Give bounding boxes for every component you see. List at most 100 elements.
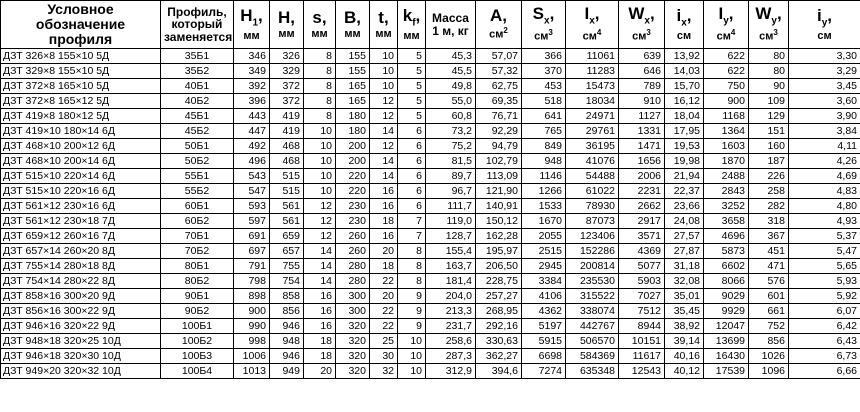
cell-wy: 1096 xyxy=(748,363,789,379)
cell-wx: 1656 xyxy=(618,153,665,169)
cell-t: 16 xyxy=(369,183,398,199)
cell-designation: ДЗТ 329×8 155×10 5Д xyxy=(0,63,161,79)
header-row: Условное обозначение профиля Профиль, ко… xyxy=(0,0,860,49)
header-iy-moment-unit-sup: 4 xyxy=(730,28,736,38)
cell-sx: 518 xyxy=(521,93,566,109)
header-ix-moment-unit: см4 xyxy=(569,29,615,43)
cell-h: 858 xyxy=(269,288,304,304)
cell-wy: 451 xyxy=(748,243,789,259)
cell-a: 268,95 xyxy=(475,303,522,319)
cell-h1: 791 xyxy=(233,258,270,274)
cell-b: 320 xyxy=(335,333,370,349)
cell-h: 561 xyxy=(269,198,304,214)
cell-iy-moment: 12047 xyxy=(703,318,749,334)
cell-t: 14 xyxy=(369,153,398,169)
cell-mass: 75,2 xyxy=(425,138,476,154)
header-ix-moment: Ix, см4 xyxy=(565,0,619,49)
cell-designation: ДЗТ 419×8 180×12 5Д xyxy=(0,108,161,124)
header-a-unit-base: см xyxy=(489,28,504,41)
cell-b: 180 xyxy=(335,123,370,139)
header-h1-sub: 1 xyxy=(252,17,259,29)
cell-iy-radius: 5,93 xyxy=(788,273,860,289)
cell-sx: 4362 xyxy=(521,303,566,319)
cell-wy: 187 xyxy=(748,153,789,169)
cell-mass: 73,2 xyxy=(425,123,476,139)
cell-sx: 1146 xyxy=(521,168,566,184)
table-row: ДЗТ 858×16 300×20 9Д 90Б1 898 858 16 300 20 9 20… xyxy=(0,288,860,304)
cell-ix-radius: 18,04 xyxy=(664,108,704,124)
cell-mass: 258,6 xyxy=(425,333,476,349)
cell-a: 140,91 xyxy=(475,198,522,214)
cell-s: 16 xyxy=(303,288,336,304)
table-row: ДЗТ 561×12 230×18 7Д 60Б2 597 561 12 230 18 7 11… xyxy=(0,213,860,229)
cell-sx: 765 xyxy=(521,123,566,139)
header-wy-sub: y xyxy=(771,15,777,27)
cell-kf: 5 xyxy=(397,63,426,79)
cell-wx: 3571 xyxy=(618,228,665,244)
cell-t: 20 xyxy=(369,243,398,259)
header-sx-unit-sup: 3 xyxy=(548,28,553,38)
cell-s: 14 xyxy=(303,243,336,259)
cell-b: 320 xyxy=(335,348,370,364)
table-row: ДЗТ 755×14 280×18 8Д 80Б1 791 755 14 280 18 8 16… xyxy=(0,258,860,274)
cell-h1: 396 xyxy=(233,93,270,109)
cell-b: 320 xyxy=(335,363,370,379)
cell-b: 260 xyxy=(335,243,370,259)
cell-h1: 990 xyxy=(233,318,270,334)
cell-iy-radius: 3,60 xyxy=(788,93,860,109)
cell-h1: 443 xyxy=(233,108,270,124)
cell-ix-radius: 40,16 xyxy=(664,348,704,364)
cell-iy-moment: 1603 xyxy=(703,138,749,154)
header-replaces: Профиль, который заменяется xyxy=(160,0,234,49)
cell-iy-moment: 900 xyxy=(703,93,749,109)
cell-ix-radius: 15,70 xyxy=(664,78,704,94)
cell-b: 220 xyxy=(335,183,370,199)
table-row: ДЗТ 515×10 220×14 6Д 55Б1 543 515 10 220 14 6 89… xyxy=(0,168,860,184)
cell-t: 18 xyxy=(369,258,398,274)
header-sx-unit: см3 xyxy=(525,29,562,43)
header-replaces-text: Профиль, который заменяется xyxy=(164,4,233,44)
cell-a: 206,50 xyxy=(475,258,522,274)
cell-wy: 576 xyxy=(748,273,789,289)
cell-wx: 10151 xyxy=(618,333,665,349)
cell-kf: 8 xyxy=(397,258,426,274)
header-sx-sym: S xyxy=(532,4,545,24)
cell-ix-radius: 31,18 xyxy=(664,258,704,274)
header-ix-radius-unit: см xyxy=(676,29,692,42)
cell-h: 329 xyxy=(269,63,304,79)
cell-replaces: 50Б1 xyxy=(160,138,234,154)
cell-h: 561 xyxy=(269,213,304,229)
cell-designation: ДЗТ 659×12 260×16 7Д xyxy=(0,228,161,244)
cell-h1: 593 xyxy=(233,198,270,214)
cell-replaces: 100Б2 xyxy=(160,333,234,349)
cell-mass: 81,5 xyxy=(425,153,476,169)
cell-h1: 898 xyxy=(233,288,270,304)
cell-iy-radius: 4,11 xyxy=(788,138,860,154)
cell-ix-radius: 40,12 xyxy=(664,363,704,379)
cell-ix-moment: 338074 xyxy=(565,303,619,319)
header-kf-sub: f xyxy=(412,17,416,29)
cell-kf: 9 xyxy=(397,303,426,319)
cell-ix-radius: 24,08 xyxy=(664,213,704,229)
cell-a: 92,29 xyxy=(475,123,522,139)
cell-ix-radius: 13,92 xyxy=(664,48,704,64)
cell-replaces: 45Б1 xyxy=(160,108,234,124)
cell-iy-moment: 3252 xyxy=(703,198,749,214)
cell-iy-radius: 5,65 xyxy=(788,258,860,274)
cell-wx: 639 xyxy=(618,48,665,64)
cell-ix-radius: 35,01 xyxy=(664,288,704,304)
cell-designation: ДЗТ 326×8 155×10 5Д xyxy=(0,48,161,64)
cell-kf: 6 xyxy=(397,153,426,169)
header-b: B, мм xyxy=(335,0,370,49)
cell-b: 165 xyxy=(335,93,370,109)
header-a-unit-sup: 2 xyxy=(503,26,508,36)
cell-iy-moment: 5873 xyxy=(703,243,749,259)
cell-ix-moment: 87073 xyxy=(565,213,619,229)
cell-ix-moment: 235530 xyxy=(565,273,619,289)
header-wy: Wy, см3 xyxy=(748,0,789,49)
cell-wx: 8944 xyxy=(618,318,665,334)
table-row: ДЗТ 946×18 320×30 10Д 100Б3 1006 946 18 320 30… xyxy=(0,348,860,364)
cell-kf: 6 xyxy=(397,138,426,154)
cell-t: 12 xyxy=(369,93,398,109)
cell-replaces: 90Б2 xyxy=(160,303,234,319)
